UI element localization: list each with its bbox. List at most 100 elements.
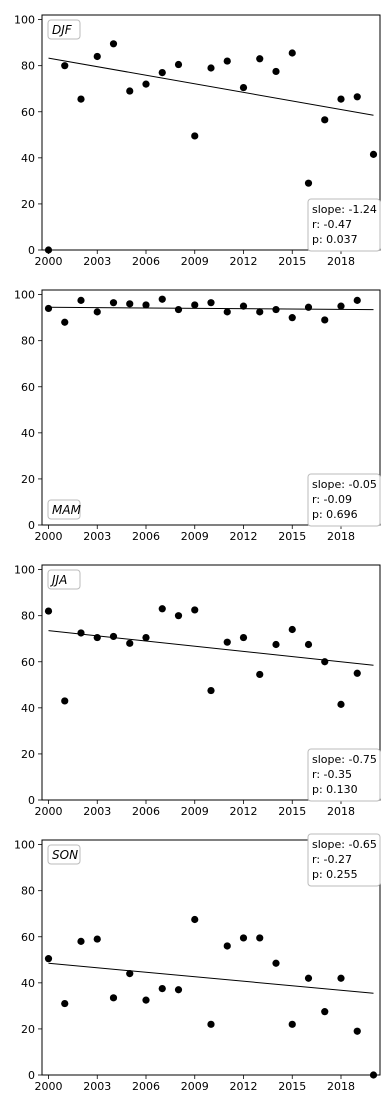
- x-tick-label: 2012: [230, 530, 258, 543]
- data-point: [321, 316, 329, 324]
- x-tick-label: 2012: [230, 805, 258, 818]
- data-point: [158, 68, 166, 77]
- data-point: [337, 974, 345, 982]
- x-tick-label: 2006: [132, 1080, 160, 1093]
- data-point: [321, 116, 329, 124]
- stats-line: slope: -1.24: [312, 203, 377, 216]
- data-point: [142, 996, 150, 1004]
- x-tick-label: 2018: [327, 1080, 355, 1093]
- data-point: [353, 296, 361, 304]
- x-tick-label: 2000: [35, 530, 63, 543]
- y-tick-label: 80: [21, 60, 35, 73]
- trend-line: [48, 630, 374, 666]
- data-point: [77, 937, 85, 945]
- y-tick-label: 60: [21, 106, 35, 119]
- x-tick-label: 2009: [181, 805, 209, 818]
- data-point: [288, 625, 296, 634]
- data-point: [44, 955, 53, 963]
- data-point: [272, 640, 280, 649]
- stats-line: r: -0.47: [312, 218, 352, 231]
- season-label-box: [47, 499, 81, 520]
- data-point: [207, 1020, 215, 1028]
- y-tick-label: 80: [21, 610, 35, 623]
- data-point: [142, 301, 150, 309]
- data-point: [158, 295, 166, 303]
- season-label: SON: [52, 848, 78, 862]
- data-point: [44, 304, 53, 313]
- data-point: [126, 639, 134, 647]
- x-tick-label: 2015: [278, 255, 306, 268]
- data-point: [304, 640, 313, 649]
- stats-box: [307, 748, 381, 802]
- y-tick-label: 20: [21, 198, 35, 211]
- data-point: [126, 87, 134, 95]
- x-tick-label: 2015: [278, 530, 306, 543]
- data-point: [207, 64, 215, 72]
- y-tick-label: 100: [14, 839, 35, 852]
- x-tick-label: 2003: [83, 1080, 111, 1093]
- trend-line: [48, 57, 374, 116]
- data-point: [256, 670, 264, 679]
- season-label: MAM: [52, 503, 82, 517]
- x-tick-label: 2006: [132, 805, 160, 818]
- data-point: [93, 935, 101, 943]
- x-tick-label: 2003: [83, 530, 111, 543]
- data-point: [239, 934, 248, 942]
- data-point: [109, 40, 118, 48]
- data-point: [304, 974, 313, 982]
- data-point: [353, 93, 361, 101]
- season-label: DJF: [52, 23, 73, 37]
- trend-line: [48, 306, 374, 311]
- y-tick-label: 80: [21, 335, 35, 348]
- stats-line: p: 0.130: [312, 783, 358, 796]
- x-tick-label: 2000: [35, 1080, 63, 1093]
- data-point: [223, 57, 231, 65]
- stats-line: r: -0.35: [312, 768, 352, 781]
- data-point: [288, 1020, 296, 1028]
- y-tick-label: 60: [21, 381, 35, 394]
- stats-box: [307, 473, 381, 527]
- data-point: [239, 83, 248, 92]
- data-point: [207, 686, 215, 695]
- stats-line: r: -0.27: [312, 853, 352, 866]
- data-point: [223, 942, 231, 950]
- x-tick-label: 2009: [181, 255, 209, 268]
- data-point: [61, 318, 69, 326]
- stats-line: p: 0.255: [312, 868, 358, 881]
- data-point: [174, 612, 183, 620]
- data-point: [93, 633, 101, 642]
- y-tick-label: 20: [21, 1023, 35, 1036]
- season-label-box: [47, 569, 81, 590]
- x-tick-label: 2000: [35, 805, 63, 818]
- x-tick-label: 2009: [181, 530, 209, 543]
- x-tick-label: 2018: [327, 255, 355, 268]
- x-tick-label: 2018: [327, 530, 355, 543]
- data-point: [272, 305, 280, 314]
- y-tick-label: 40: [21, 427, 35, 440]
- data-point: [126, 970, 134, 978]
- y-tick-label: 100: [14, 289, 35, 302]
- y-tick-label: 0: [28, 519, 35, 532]
- stats-line: slope: -0.65: [312, 838, 377, 851]
- data-point: [191, 606, 199, 614]
- data-point: [239, 633, 248, 642]
- x-tick-label: 2006: [132, 530, 160, 543]
- x-tick-label: 2003: [83, 805, 111, 818]
- data-point: [158, 985, 166, 993]
- data-point: [142, 633, 150, 642]
- axes-frame: [41, 14, 381, 251]
- stats-box: [307, 833, 381, 887]
- data-point: [304, 179, 313, 187]
- data-point: [142, 80, 150, 88]
- data-point: [109, 299, 118, 307]
- y-tick-label: 60: [21, 656, 35, 669]
- y-tick-label: 20: [21, 473, 35, 486]
- data-point: [93, 308, 101, 316]
- y-tick-label: 60: [21, 931, 35, 944]
- y-tick-label: 40: [21, 152, 35, 165]
- data-point: [191, 132, 199, 140]
- data-point: [337, 95, 345, 103]
- data-point: [93, 52, 101, 61]
- data-point: [369, 150, 378, 158]
